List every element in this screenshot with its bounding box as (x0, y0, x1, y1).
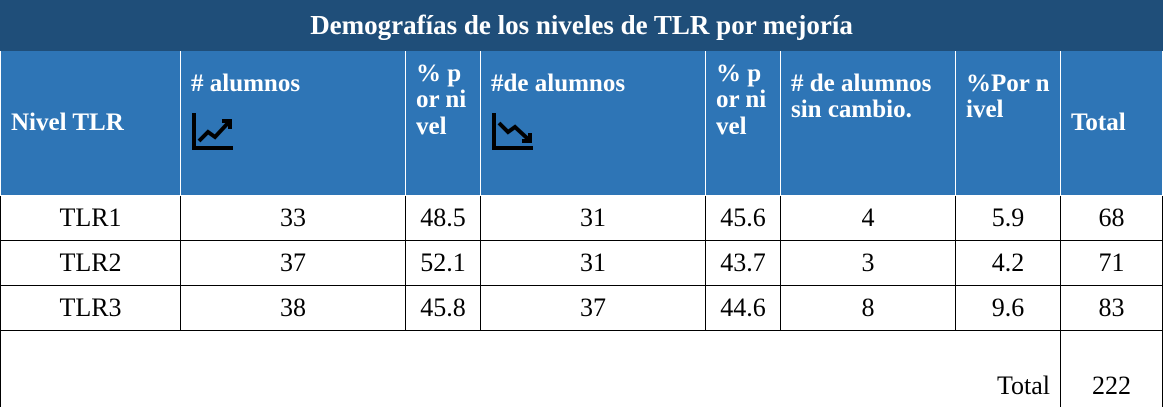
value-cell: 37 (180, 240, 406, 286)
header-text: %Por nivel (966, 70, 1050, 124)
header-text: % por nivel (716, 60, 767, 140)
header-cell: # de alumnos sin cambio. (780, 50, 956, 196)
value-cell: 83 (1059, 285, 1164, 331)
value-cell: 31 (480, 195, 706, 241)
title-row: Demografías de los niveles de TLR por me… (0, 0, 1164, 51)
header-cell: %Por nivel (955, 50, 1061, 196)
header-text: #de alumnos (491, 70, 626, 97)
trend-up-icon (192, 113, 233, 151)
table-title: Demografías de los niveles de TLR por me… (0, 0, 1164, 51)
level-cell: TLR2 (0, 240, 181, 286)
value-cell: 68 (1059, 195, 1164, 241)
value-cell: 4.2 (955, 240, 1061, 286)
value-cell: 43.7 (705, 240, 781, 286)
total-label: Total (0, 330, 1061, 407)
value-cell: 71 (1059, 240, 1164, 286)
value-cell: 38 (180, 285, 406, 331)
value-cell: 45.6 (705, 195, 781, 241)
header-text: # de alumnos sin cambio. (791, 70, 932, 124)
level-cell: TLR1 (0, 195, 181, 241)
value-cell: 45.8 (405, 285, 481, 331)
header-text: % por nivel (416, 60, 467, 140)
value-cell: 33 (180, 195, 406, 241)
level-cell: TLR3 (0, 285, 181, 331)
value-cell: 44.6 (705, 285, 781, 331)
header-cell: # alumnos (180, 50, 406, 196)
table-body: TLR1 33 48.5 31 45.6 4 5.9 68 TLR2 37 52.1 31 43.7 3 4… (0, 195, 1164, 331)
header-cell: % por nivel (705, 50, 781, 196)
value-cell: 8 (780, 285, 956, 331)
header-cell: #de alumnos (480, 50, 706, 196)
total-value: 222 (1059, 330, 1164, 407)
header-cell: Nivel TLR (0, 50, 181, 196)
value-cell: 3 (780, 240, 956, 286)
header-row: Nivel TLR # alumnos % por nivel #de alum… (0, 50, 1164, 196)
header-cell: Total (1059, 50, 1164, 196)
trend-down-icon (492, 113, 533, 151)
value-cell: 48.5 (405, 195, 481, 241)
value-cell: 37 (480, 285, 706, 331)
header-text: Total (1071, 108, 1126, 136)
data-row: TLR1 33 48.5 31 45.6 4 5.9 68 (0, 195, 1164, 241)
value-cell: 52.1 (405, 240, 481, 286)
data-row: TLR2 37 52.1 31 43.7 3 4.2 71 (0, 240, 1164, 286)
value-cell: 31 (480, 240, 706, 286)
value-cell: 9.6 (955, 285, 1061, 331)
header-text: # alumnos (191, 70, 301, 97)
value-cell: 5.9 (955, 195, 1061, 241)
data-row: TLR3 38 45.8 37 44.6 8 9.6 83 (0, 285, 1164, 331)
header-text: Nivel TLR (11, 108, 124, 136)
total-row: Total 222 (0, 330, 1164, 407)
value-cell: 4 (780, 195, 956, 241)
header-cell: % por nivel (405, 50, 481, 196)
